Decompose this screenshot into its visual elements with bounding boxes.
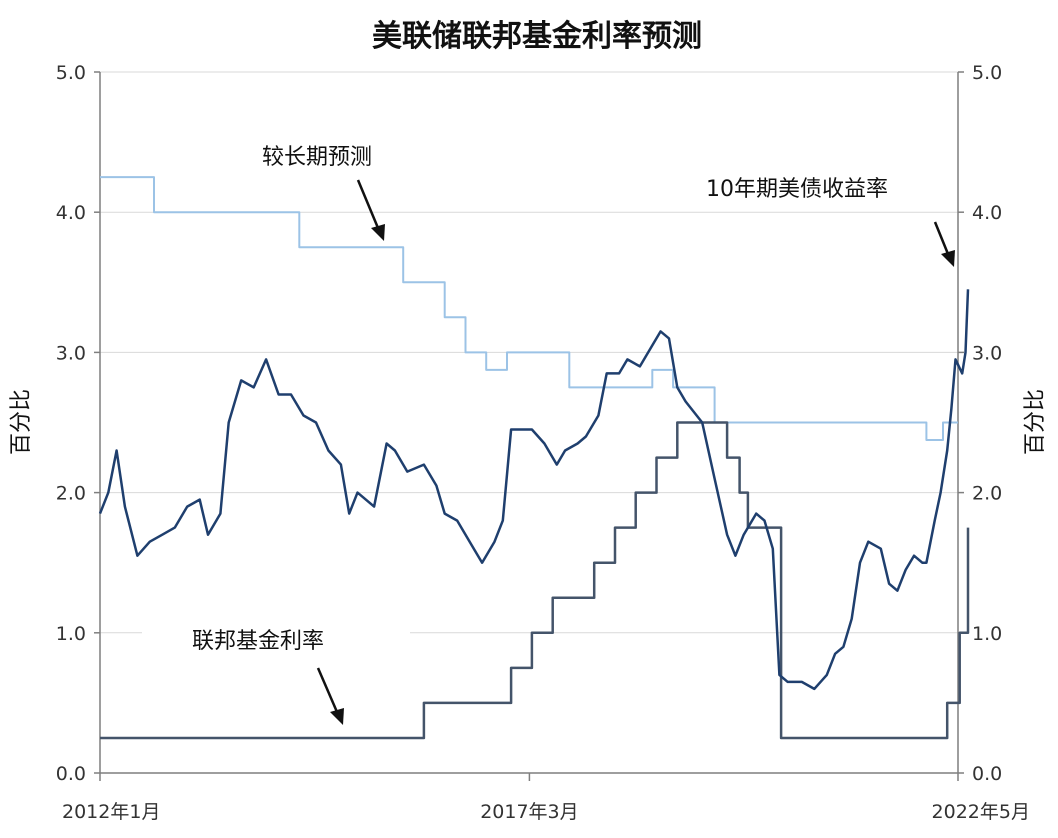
annotation-fed-funds-background bbox=[142, 620, 410, 656]
y-axis-label-right: 百分比 bbox=[1023, 389, 1048, 455]
y-tick-label-left: 1.0 bbox=[56, 623, 86, 645]
y-tick-label-left: 0.0 bbox=[56, 763, 86, 785]
y-tick-label-right: 3.0 bbox=[972, 342, 1002, 364]
y-tick-label-left: 2.0 bbox=[56, 483, 86, 505]
series-fed-funds-rate bbox=[100, 421, 970, 740]
x-ticks: 2012年1月 2017年3月 2022年5月 bbox=[62, 773, 1030, 823]
y-tick-label-right: 0.0 bbox=[972, 763, 1002, 785]
y-tick-label-left: 3.0 bbox=[56, 342, 86, 364]
y-tick-label-left: 4.0 bbox=[56, 202, 86, 224]
annotation-arrow-longer-run bbox=[356, 179, 380, 229]
y-ticks-right: 0.0 1.0 2.0 3.0 4.0 5.0 bbox=[972, 62, 1002, 785]
y-tick-label-right: 2.0 bbox=[972, 483, 1002, 505]
annotation-fed-funds: 联邦基金利率 bbox=[192, 629, 324, 654]
arrowhead-treasury-icon bbox=[941, 250, 955, 267]
y-axis-label-left: 百分比 bbox=[9, 389, 34, 455]
x-tick-label: 2022年5月 bbox=[932, 801, 1030, 823]
y-tick-label-right: 4.0 bbox=[972, 202, 1002, 224]
y-tick-label-right: 1.0 bbox=[972, 623, 1002, 645]
annotation-arrow-fed-funds bbox=[316, 667, 339, 713]
annotation-treasury: 10年期美债收益率 bbox=[706, 177, 888, 202]
annotations: 较长期预测 10年期美债收益率 联邦基金利率 bbox=[142, 145, 955, 725]
series-longer-run bbox=[100, 176, 958, 441]
arrowhead-longer-run-icon bbox=[371, 224, 385, 241]
annotation-arrow-treasury bbox=[933, 221, 950, 255]
x-tick-label: 2012年1月 bbox=[62, 801, 160, 823]
y-ticks-left: 0.0 1.0 2.0 3.0 4.0 5.0 bbox=[56, 62, 86, 785]
chart-title: 美联储联邦基金利率预测 bbox=[372, 19, 702, 54]
arrowhead-fed-funds-icon bbox=[330, 708, 344, 725]
series-group bbox=[98, 176, 970, 740]
y-tick-label-left: 5.0 bbox=[56, 62, 86, 84]
x-tick-label: 2017年3月 bbox=[480, 801, 578, 823]
y-tick-label-right: 5.0 bbox=[972, 62, 1002, 84]
series-10y-treasury-yield bbox=[98, 289, 970, 691]
annotation-longer-run: 较长期预测 bbox=[262, 145, 372, 170]
